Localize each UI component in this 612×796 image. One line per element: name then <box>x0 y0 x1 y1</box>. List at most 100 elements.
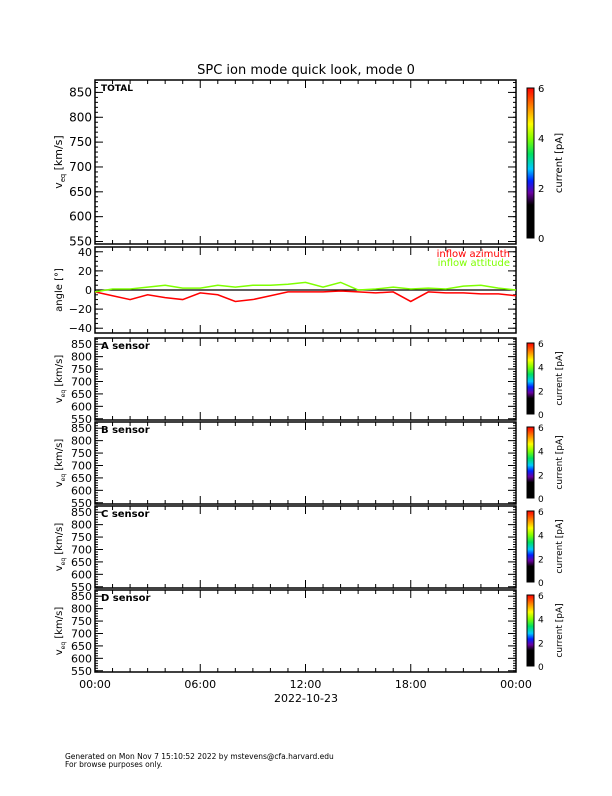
colorbar-tick-label: 4 <box>538 532 544 542</box>
y-tick-label: 600 <box>71 568 92 581</box>
y-tick-label: 650 <box>71 556 92 569</box>
colorbar-tick-label: 6 <box>538 592 544 602</box>
y-tick-label: 750 <box>69 135 92 149</box>
y-tick-label: 800 <box>71 519 92 532</box>
x-tick-label: 06:00 <box>184 678 216 691</box>
colorbar-tick-label: 0 <box>538 663 544 673</box>
y-axis-label: veq [km/s] <box>52 135 67 188</box>
panel-angle: 40 20 0 −20 −40 angle [°] inflow azimuthinflow… <box>54 246 517 335</box>
y-tick-label: 700 <box>71 627 92 640</box>
y-tick-label: 700 <box>71 375 92 388</box>
colorbar-label: current [pA] <box>554 133 565 193</box>
y-tick-label: 0 <box>85 284 92 297</box>
y-tick-label: 700 <box>69 160 92 174</box>
chart-title: SPC ion mode quick look, mode 0 <box>197 63 415 78</box>
colorbar-tick-label: 0 <box>538 579 544 589</box>
colorbar-tick-label: 0 <box>538 234 544 245</box>
y-axis-label: angle [°] <box>54 268 65 312</box>
colorbar-label: current [pA] <box>555 603 565 657</box>
y-axis-label: veq [km/s] <box>54 523 67 572</box>
y-tick-label: 850 <box>71 338 92 351</box>
colorbar-tick-label: 4 <box>538 616 544 626</box>
panel-label: C sensor <box>101 509 149 520</box>
series-inflow-azimuth <box>94 290 517 303</box>
colorbar-label: current [pA] <box>555 351 565 405</box>
y-axis-label: veq [km/s] <box>54 607 67 656</box>
y-tick-label: −40 <box>69 322 92 335</box>
y-tick-label: 600 <box>71 652 92 665</box>
y-tick-label: 600 <box>69 210 92 224</box>
panel-a-sensor-frame <box>94 337 517 421</box>
y-axis-label: veq [km/s] <box>54 439 67 488</box>
panel-d-sensor-frame <box>94 589 517 673</box>
panel-label: D sensor <box>101 593 150 604</box>
footer-note: For browse purposes only. <box>65 760 163 769</box>
legend-inflow-attitude: inflow attitude <box>438 258 510 269</box>
panel-label: A sensor <box>101 341 150 352</box>
y-tick-label: 750 <box>71 363 92 376</box>
y-tick-label: 750 <box>71 615 92 628</box>
colorbar-tick-label: 6 <box>538 84 544 95</box>
colorbar-label: current [pA] <box>555 519 565 573</box>
x-tick-label: 12:00 <box>290 678 322 691</box>
legend-inflow-azimuth: inflow azimuth <box>437 249 510 260</box>
colorbar-tick-label: 2 <box>538 639 544 649</box>
y-tick-label: 550 <box>71 413 92 426</box>
colorbar-tick-label: 6 <box>538 340 544 350</box>
colorbar-tick-label: 6 <box>538 424 544 434</box>
y-tick-label: 550 <box>71 581 92 594</box>
colorbar-tick-label: 2 <box>538 471 544 481</box>
y-tick-label: 750 <box>71 447 92 460</box>
colorbar <box>526 342 535 415</box>
colorbar <box>526 594 535 667</box>
x-axis-label: 2022-10-23 <box>274 692 338 705</box>
panel-b-sensor-frame <box>94 421 517 505</box>
y-tick-label: 650 <box>69 185 92 199</box>
colorbar-tick-label: 2 <box>538 184 544 195</box>
panel-total: 850 800 750 700 650 600 550 TOTAL veq [km/s] 0 2 4 6… <box>52 79 565 249</box>
colorbar-tick-label: 0 <box>538 411 544 421</box>
y-tick-label: 850 <box>71 590 92 603</box>
y-tick-label: 800 <box>71 435 92 448</box>
colorbar-tick-label: 2 <box>538 555 544 565</box>
y-tick-label: 800 <box>71 603 92 616</box>
x-tick-label: 00:00 <box>79 678 111 691</box>
x-tick-label: 00:00 <box>500 678 532 691</box>
colorbar-tick-label: 4 <box>538 448 544 458</box>
y-tick-label: 850 <box>71 506 92 519</box>
y-tick-label: 20 <box>78 265 92 278</box>
series-inflow-attitude <box>94 281 517 293</box>
colorbar-tick-label: 6 <box>538 508 544 518</box>
panel-label: TOTAL <box>101 84 133 94</box>
y-tick-label: 550 <box>69 235 92 249</box>
y-tick-label: 700 <box>71 543 92 556</box>
y-axis-label: veq [km/s] <box>54 355 67 404</box>
y-tick-label: 800 <box>71 351 92 364</box>
y-tick-label: −20 <box>69 303 92 316</box>
y-tick-label: 650 <box>71 472 92 485</box>
y-tick-label: 850 <box>69 85 92 99</box>
y-tick-label: 700 <box>71 459 92 472</box>
y-tick-label: 550 <box>71 497 92 510</box>
panel-total-frame <box>94 79 517 245</box>
colorbar-tick-label: 4 <box>538 134 544 145</box>
footer-generated: Generated on Mon Nov 7 15:10:52 2022 by … <box>65 752 334 761</box>
colorbar <box>526 426 535 499</box>
y-tick-label: 550 <box>71 665 92 678</box>
colorbar-tick-label: 4 <box>538 364 544 374</box>
panel-label: B sensor <box>101 425 150 436</box>
y-tick-label: 40 <box>78 246 92 259</box>
y-tick-label: 650 <box>71 388 92 401</box>
y-tick-label: 750 <box>71 531 92 544</box>
y-tick-label: 850 <box>71 422 92 435</box>
colorbar-label: current [pA] <box>555 435 565 489</box>
y-tick-label: 600 <box>71 484 92 497</box>
x-tick-label: 18:00 <box>395 678 427 691</box>
colorbar <box>526 87 535 239</box>
